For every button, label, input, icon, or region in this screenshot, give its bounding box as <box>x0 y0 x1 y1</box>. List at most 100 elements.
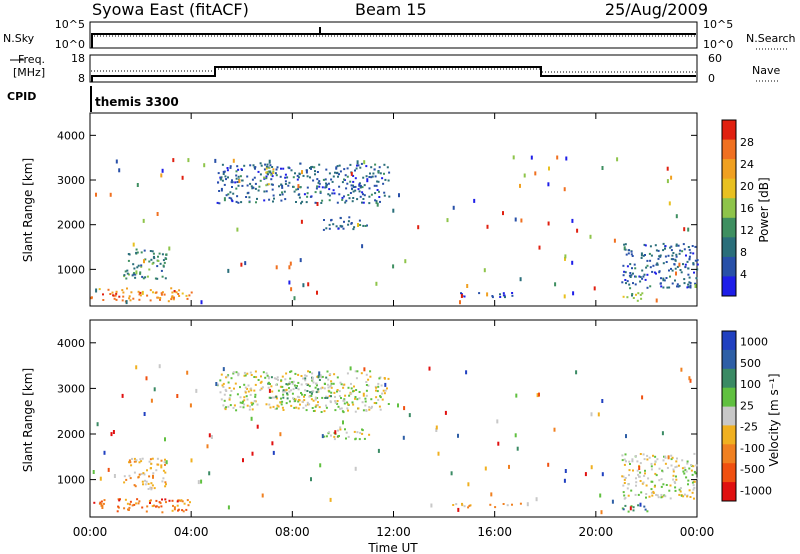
velocity-cell <box>319 374 322 377</box>
velocity-colorbar-swatch <box>722 425 736 445</box>
velocity-scatter-cell <box>514 433 517 438</box>
velocity-cell <box>142 483 144 486</box>
velocity-cell <box>235 371 238 374</box>
velocity-scatter-cell <box>601 472 604 477</box>
power-scatter-cell <box>125 300 128 305</box>
power-cell <box>313 166 316 169</box>
velocity-colorbar-tick-label: 100 <box>740 378 761 391</box>
velocity-scatter-cell <box>173 506 176 511</box>
velocity-cell <box>275 378 278 380</box>
power-cell <box>362 198 365 200</box>
velocity-cell <box>158 501 161 504</box>
velocity-cell <box>361 432 364 435</box>
power-cell <box>171 295 174 298</box>
velocity-cell <box>683 472 686 475</box>
power-cell <box>339 170 342 173</box>
power-cell <box>144 276 147 279</box>
power-cell <box>373 184 376 187</box>
power-cell <box>640 257 643 259</box>
velocity-cell <box>176 500 179 503</box>
velocity-cell <box>468 504 471 507</box>
power-cell <box>649 266 652 269</box>
velocity-cell <box>330 434 332 437</box>
power-cell <box>687 273 690 276</box>
power-scatter-cell <box>316 290 318 295</box>
power-cell <box>309 176 311 179</box>
velocity-cell <box>229 394 232 397</box>
power-cell <box>639 293 642 296</box>
velocity-cell <box>299 403 301 406</box>
velocity-cell <box>140 473 143 476</box>
power-cell <box>362 193 364 196</box>
power-scatter-cell <box>564 254 567 259</box>
velocity-scatter-cell <box>496 419 499 424</box>
velocity-scatter-cell <box>107 467 110 472</box>
power-cell <box>265 167 268 170</box>
power-cell <box>375 184 378 187</box>
velocity-cell <box>138 473 141 476</box>
velocity-cell <box>311 376 314 379</box>
power-cell <box>269 170 272 173</box>
power-cell <box>159 297 162 299</box>
power-cell <box>231 186 233 188</box>
velocity-colorbar-tick-label: -500 <box>740 463 765 476</box>
velocity-scatter-cell <box>437 451 440 456</box>
power-cell <box>368 202 371 205</box>
power-cell <box>115 290 118 293</box>
velocity-cell <box>250 374 253 376</box>
velocity-cell <box>225 406 227 409</box>
velocity-cell <box>252 402 255 405</box>
power-scatter-cell <box>95 288 98 293</box>
velocity-cell <box>269 396 272 399</box>
power-cell <box>226 167 229 169</box>
power-cell <box>654 244 657 247</box>
power-cell <box>662 286 665 289</box>
power-cell <box>318 180 321 183</box>
power-colorbar-swatch <box>722 276 736 297</box>
velocity-cell <box>365 373 368 376</box>
velocity-cell <box>354 370 357 373</box>
power-cell <box>374 163 377 166</box>
velocity-scatter-cell <box>153 387 156 392</box>
velocity-scatter-cell <box>135 365 138 370</box>
velocity-cell <box>336 402 339 405</box>
power-cell <box>662 262 665 265</box>
power-cell <box>352 180 355 183</box>
velocity-cell <box>161 480 164 483</box>
velocity-cell <box>187 504 190 507</box>
velocity-cell <box>632 469 634 472</box>
velocity-cell <box>279 401 282 404</box>
power-scatter-cell <box>223 197 226 202</box>
velocity-cell <box>164 485 167 488</box>
power-cell <box>387 179 390 182</box>
power-colorbar-swatch <box>722 198 736 219</box>
power-cell <box>511 292 514 294</box>
velocity-cell <box>133 484 136 487</box>
velocity-cell <box>304 389 307 392</box>
power-cell <box>162 259 165 262</box>
power-cell <box>139 294 142 297</box>
power-cell <box>688 281 691 284</box>
power-scatter-cell <box>181 175 184 180</box>
power-cell <box>107 288 110 291</box>
x-tick-labels: 00:00 04:00 08:00 12:00 16:00 20:00 00:00 <box>73 525 715 539</box>
velocity-cell <box>336 390 338 393</box>
power-scatter-cell <box>232 158 235 163</box>
velocity-cell <box>365 384 368 386</box>
velocity-cell <box>222 382 225 385</box>
power-cell <box>361 186 364 189</box>
power-cell <box>361 201 363 204</box>
velocity-cell <box>639 453 642 455</box>
power-cell <box>271 172 273 175</box>
velocity-cell <box>336 376 339 379</box>
power-cell <box>322 228 325 231</box>
velocity-cell <box>318 406 321 409</box>
power-cell <box>132 263 135 266</box>
power-scatter-cell <box>95 192 97 197</box>
velocity-cell <box>635 455 637 457</box>
power-cell <box>374 175 377 178</box>
power-cell <box>669 275 671 278</box>
power-cell <box>622 295 625 298</box>
power-cell <box>163 293 166 296</box>
velocity-cell <box>683 493 686 496</box>
